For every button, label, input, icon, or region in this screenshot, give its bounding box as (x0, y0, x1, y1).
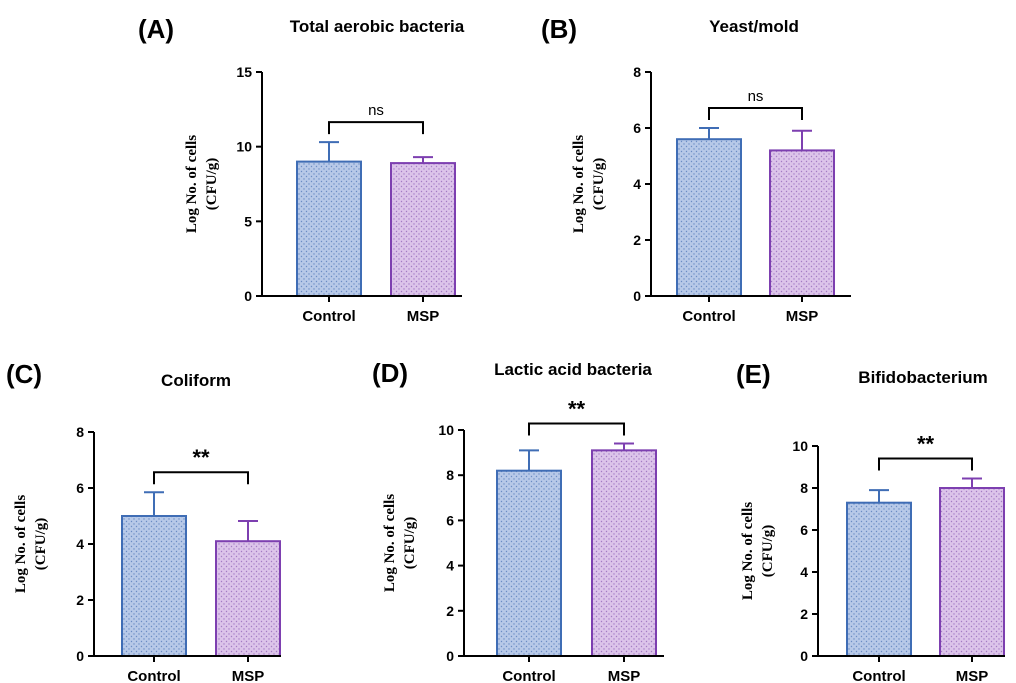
y-tick-label: 6 (446, 512, 454, 528)
bar-msp (215, 540, 281, 658)
y-tick-label: 0 (800, 648, 808, 664)
x-tick-label: MSP (786, 308, 819, 325)
y-axis-label: Log No. of cells (184, 135, 200, 233)
y-tick-label: 4 (633, 176, 641, 192)
y-axis-unit-label: (CFU/g) (591, 158, 607, 211)
y-axis-unit-label: (CFU/g) (760, 525, 776, 578)
bar-msp (591, 449, 657, 657)
chart-title: Yeast/mold (709, 17, 799, 36)
bar-control (121, 515, 187, 657)
chart-panel-b: (B) Yeast/mold Log No. of cells (CFU/g) Cont… (541, 14, 851, 325)
chart-panel-a: (A) Total aerobic bacteria Log No. of cell… (138, 14, 465, 325)
y-tick-label: 0 (633, 288, 641, 304)
y-tick-label: 6 (76, 480, 84, 496)
chart-title: Lactic acid bacteria (494, 360, 652, 379)
significance-label: ** (568, 397, 586, 422)
y-axis-unit-label: (CFU/g) (33, 518, 49, 571)
y-tick-label: 10 (236, 139, 252, 155)
bar-control (496, 469, 562, 657)
y-tick-label: 8 (76, 424, 84, 440)
chart-panel-e: (E) Bifidobacterium Log No. of cells (CFU/g… (736, 359, 1005, 683)
y-tick-label: 8 (633, 64, 641, 80)
panel-label: (A) (138, 14, 174, 44)
panel-label: (D) (372, 358, 408, 388)
y-tick-label: 15 (236, 64, 252, 80)
panel-label: (B) (541, 14, 577, 44)
x-tick-label: MSP (608, 668, 641, 683)
y-tick-label: 4 (800, 564, 808, 580)
significance-label: ns (748, 88, 764, 105)
y-axis-label: Log No. of cells (740, 502, 756, 600)
y-tick-label: 5 (244, 213, 252, 229)
significance-bracket (328, 121, 424, 135)
chart-panel-c: (C) Coliform Log No. of cells (CFU/g) Contro… (6, 359, 281, 683)
y-tick-label: 8 (800, 480, 808, 496)
x-tick-label: MSP (407, 308, 440, 325)
panel-label: (E) (736, 359, 771, 389)
x-tick-label: Control (852, 668, 905, 683)
x-tick-label: MSP (232, 668, 265, 683)
y-tick-label: 10 (438, 422, 454, 438)
y-tick-label: 8 (446, 467, 454, 483)
y-tick-label: 4 (76, 536, 84, 552)
bar-msp (390, 162, 456, 297)
x-tick-label: Control (127, 668, 180, 683)
significance-label: ** (192, 445, 210, 470)
bar-control (846, 501, 912, 658)
y-tick-label: 4 (446, 558, 454, 574)
y-tick-label: 0 (244, 288, 252, 304)
x-tick-label: Control (302, 308, 355, 325)
x-tick-label: Control (502, 668, 555, 683)
y-axis-unit-label: (CFU/g) (402, 517, 418, 570)
y-axis-label: Log No. of cells (382, 494, 398, 592)
y-tick-label: 2 (446, 603, 454, 619)
bar-control (296, 160, 362, 297)
y-tick-label: 2 (76, 592, 84, 608)
y-tick-label: 0 (446, 648, 454, 664)
y-axis-label: Log No. of cells (571, 135, 587, 233)
chart-panel-d: (D) Lactic acid bacteria Log No. of cells(… (372, 358, 664, 683)
y-tick-label: 10 (792, 438, 808, 454)
significance-bracket (528, 422, 625, 436)
y-tick-label: 2 (800, 606, 808, 622)
bar-msp (939, 487, 1005, 657)
x-tick-label: MSP (956, 668, 989, 683)
chart-title: Bifidobacterium (858, 368, 987, 387)
x-tick-label: Control (682, 308, 735, 325)
chart-title: Coliform (161, 371, 231, 390)
bar-msp (769, 149, 835, 297)
y-tick-label: 2 (633, 232, 641, 248)
y-axis-unit-label: (CFU/g) (204, 158, 220, 211)
bar-control (676, 138, 742, 297)
significance-bracket (708, 107, 803, 120)
chart-title: Total aerobic bacteria (290, 17, 465, 36)
significance-bracket (878, 457, 973, 471)
y-axis-label: Log No. of cells (13, 495, 29, 593)
significance-label: ** (917, 432, 935, 457)
significance-bracket (153, 471, 249, 485)
y-tick-label: 6 (800, 522, 808, 538)
y-tick-label: 6 (633, 120, 641, 136)
y-tick-label: 0 (76, 648, 84, 664)
significance-label: ns (368, 102, 384, 119)
panel-label: (C) (6, 359, 42, 389)
